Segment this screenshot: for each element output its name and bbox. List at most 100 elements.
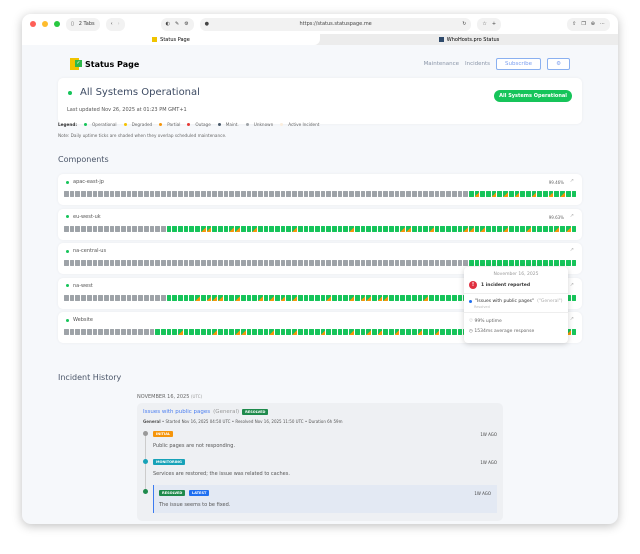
- uptime-tick[interactable]: [86, 329, 92, 335]
- uptime-tick[interactable]: [178, 329, 183, 335]
- uptime-tick[interactable]: [497, 225, 503, 232]
- uptime-tick[interactable]: [240, 294, 246, 301]
- uptime-tick[interactable]: [172, 329, 178, 335]
- uptime-tick[interactable]: [275, 225, 280, 232]
- uptime-tick[interactable]: [360, 329, 366, 335]
- uptime-tick[interactable]: [474, 260, 480, 266]
- uptime-tick[interactable]: [548, 225, 554, 232]
- uptime-tick[interactable]: [417, 191, 423, 197]
- uptime-tick[interactable]: [548, 191, 554, 197]
- uptime-tick[interactable]: [286, 260, 292, 266]
- uptime-tick[interactable]: [429, 260, 434, 266]
- uptime-tick[interactable]: [389, 260, 394, 266]
- uptime-tick[interactable]: [314, 260, 320, 266]
- uptime-tick[interactable]: [446, 260, 451, 266]
- uptime-tick[interactable]: [314, 191, 320, 197]
- uptime-tick[interactable]: [457, 294, 463, 301]
- uptime-tick[interactable]: [537, 191, 543, 197]
- uptime-tick[interactable]: [349, 260, 354, 266]
- url-text[interactable]: https://status.statuspage.me: [299, 21, 372, 27]
- uptime-tick[interactable]: [349, 294, 354, 301]
- uptime-tick[interactable]: [263, 294, 269, 301]
- uptime-tick[interactable]: [103, 294, 109, 301]
- uptime-tick[interactable]: [457, 225, 463, 232]
- uptime-tick[interactable]: [257, 225, 263, 232]
- uptime-tick[interactable]: [360, 294, 366, 301]
- uptime-tick[interactable]: [417, 225, 423, 232]
- uptime-tick[interactable]: [223, 260, 229, 266]
- more-icon[interactable]: ⋯: [600, 21, 605, 27]
- uptime-tick[interactable]: [337, 294, 343, 301]
- uptime-tick[interactable]: [292, 225, 297, 232]
- uptime-tick[interactable]: [138, 191, 143, 197]
- uptime-tick[interactable]: [360, 191, 366, 197]
- uptime-tick[interactable]: [463, 260, 468, 266]
- uptime-tick[interactable]: [160, 225, 166, 232]
- uptime-tick[interactable]: [571, 294, 577, 301]
- uptime-tick[interactable]: [503, 191, 508, 197]
- shield-icon[interactable]: ◐: [165, 21, 170, 27]
- uptime-tick[interactable]: [292, 191, 297, 197]
- uptime-tick[interactable]: [297, 191, 303, 197]
- uptime-tick[interactable]: [217, 260, 223, 266]
- uptime-tick[interactable]: [212, 329, 217, 335]
- uptime-tick[interactable]: [343, 294, 349, 301]
- uptime-tick[interactable]: [172, 260, 178, 266]
- uptime-tick[interactable]: [98, 329, 103, 335]
- uptime-tick[interactable]: [138, 329, 143, 335]
- incident-title-link[interactable]: Issues with public pages: [143, 409, 211, 415]
- uptime-tick[interactable]: [109, 225, 115, 232]
- uptime-tick[interactable]: [503, 225, 508, 232]
- uptime-tick[interactable]: [160, 329, 166, 335]
- uptime-tick[interactable]: [332, 191, 337, 197]
- uptime-tick[interactable]: [383, 191, 389, 197]
- uptime-tick[interactable]: [560, 191, 565, 197]
- uptime-tick[interactable]: [178, 225, 183, 232]
- expand-icon[interactable]: ↗: [569, 316, 574, 322]
- uptime-tick[interactable]: [543, 260, 548, 266]
- uptime-tick[interactable]: [98, 260, 103, 266]
- uptime-tick[interactable]: [429, 225, 434, 232]
- uptime-tick[interactable]: [229, 329, 235, 335]
- uptime-tick[interactable]: [206, 191, 212, 197]
- uptime-tick[interactable]: [246, 260, 252, 266]
- uptime-tick[interactable]: [486, 191, 491, 197]
- uptime-tick[interactable]: [280, 191, 286, 197]
- uptime-tick[interactable]: [98, 294, 103, 301]
- uptime-tick[interactable]: [434, 191, 440, 197]
- subscribe-button[interactable]: Subscribe: [496, 58, 542, 70]
- uptime-tick[interactable]: [212, 260, 217, 266]
- uptime-tick[interactable]: [269, 225, 275, 232]
- uptime-tick[interactable]: [480, 191, 486, 197]
- uptime-tick[interactable]: [178, 260, 183, 266]
- uptime-tick[interactable]: [189, 329, 195, 335]
- uptime-tick[interactable]: [149, 260, 155, 266]
- uptime-tick[interactable]: [217, 329, 223, 335]
- uptime-tick[interactable]: [406, 329, 411, 335]
- uptime-tick[interactable]: [537, 225, 543, 232]
- uptime-tick[interactable]: [257, 260, 263, 266]
- uptime-tick[interactable]: [103, 329, 109, 335]
- uptime-tick[interactable]: [235, 294, 240, 301]
- uptime-tick[interactable]: [86, 191, 92, 197]
- uptime-tick[interactable]: [189, 294, 195, 301]
- uptime-tick[interactable]: [423, 329, 428, 335]
- uptime-tick[interactable]: [263, 225, 269, 232]
- uptime-tick[interactable]: [155, 260, 160, 266]
- uptime-tick[interactable]: [257, 191, 263, 197]
- uptime-tick[interactable]: [446, 191, 451, 197]
- uptime-tick[interactable]: [366, 294, 371, 301]
- uptime-tick[interactable]: [263, 260, 269, 266]
- uptime-tick[interactable]: [92, 260, 98, 266]
- uptime-tick[interactable]: [223, 294, 229, 301]
- uptime-tick[interactable]: [543, 225, 548, 232]
- uptime-tick[interactable]: [143, 260, 149, 266]
- uptime-tick[interactable]: [92, 225, 98, 232]
- uptime-tick[interactable]: [554, 260, 560, 266]
- uptime-tick[interactable]: [366, 260, 371, 266]
- uptime-tick[interactable]: [354, 191, 360, 197]
- uptime-tick[interactable]: [69, 225, 75, 232]
- uptime-tick[interactable]: [223, 329, 229, 335]
- uptime-tick[interactable]: [109, 329, 115, 335]
- uptime-tick[interactable]: [417, 294, 423, 301]
